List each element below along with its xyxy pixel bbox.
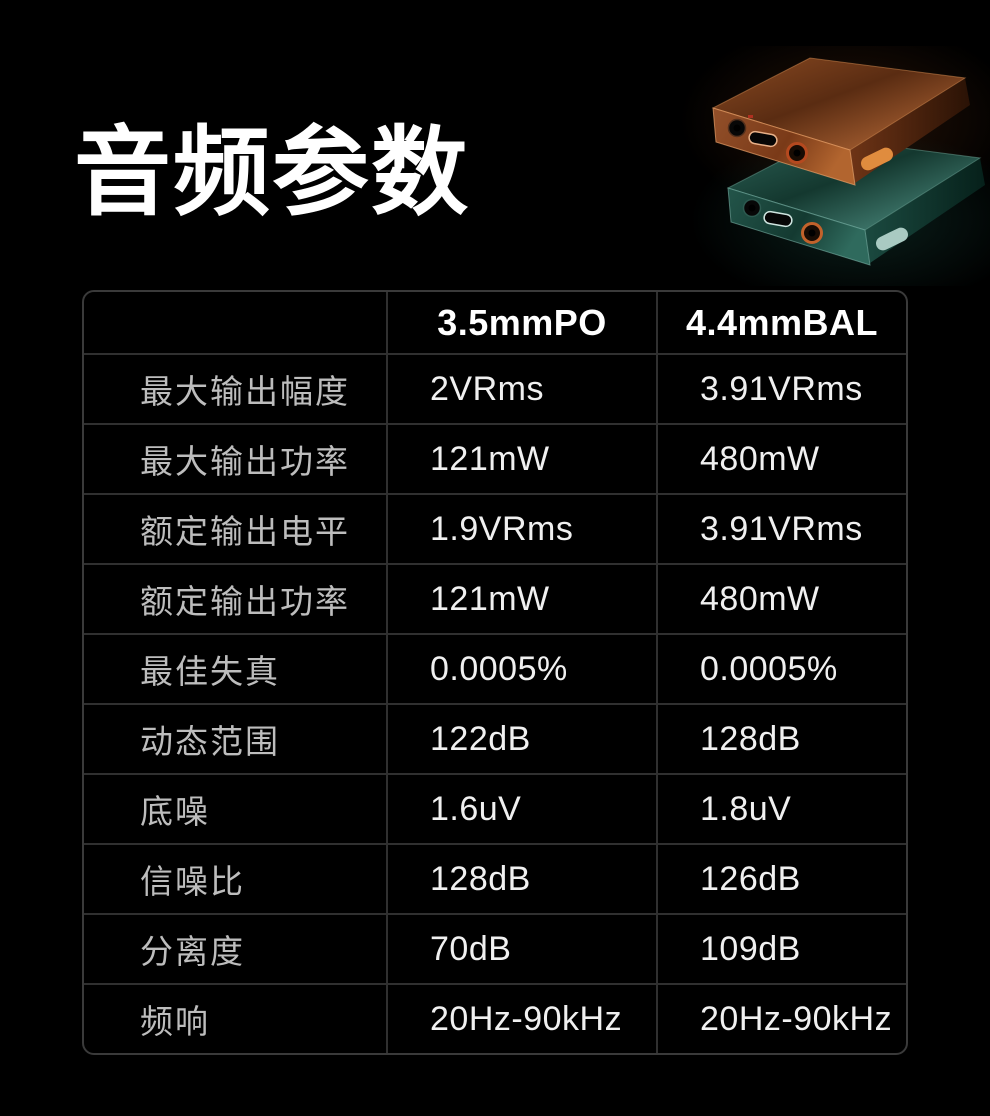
row-label: 底噪 [140,793,210,830]
green-device-front [727,187,871,266]
value-3-5mm-po: 121mW [386,565,656,633]
value-3-5mm-po: 121mW [386,425,656,493]
header-3-5mm-po: 3.5mmPO [386,292,656,353]
header-4-4mm-bal: 4.4mmBAL [656,292,906,353]
value-4-4mm-bal: 128dB [656,705,906,773]
copper-device [711,57,970,186]
copper-side-button [861,147,893,171]
table-row: 分离度 70dB 109dB [84,913,906,983]
row-label: 信噪比 [140,863,245,900]
value-4-4mm-bal: 126dB [656,845,906,913]
value-4-4mm-bal: 480mW [656,425,906,493]
table-body: 最大输出幅度 2VRms 3.91VRms 最大输出功率 121mW 480mW 额定输出电… [84,353,906,1053]
table-row: 额定输出电平 1.9VRms 3.91VRms [84,493,906,563]
value-4-4mm-bal: 0.0005% [656,635,906,703]
product-photo [648,20,990,310]
value-3-5mm-po: 2VRms [386,355,656,423]
table-row: 最大输出幅度 2VRms 3.91VRms [84,353,906,423]
stacked-dac-amps-image [680,20,990,310]
table-row: 频响 20Hz-90kHz 20Hz-90kHz [84,983,906,1053]
value-4-4mm-bal: 109dB [656,915,906,983]
copper-usb-c-port [748,130,778,148]
row-label: 分离度 [140,933,245,970]
value-3-5mm-po: 122dB [386,705,656,773]
green-side-button [876,227,908,251]
table-row: 最大输出功率 121mW 480mW [84,423,906,493]
value-4-4mm-bal: 3.91VRms [656,355,906,423]
row-label: 额定输出电平 [140,513,350,550]
value-3-5mm-po: 128dB [386,845,656,913]
copper-device-front [712,107,856,186]
row-label: 最大输出幅度 [140,373,350,410]
copper-3-5mm-jack-hole [733,124,741,132]
value-3-5mm-po: 70dB [386,915,656,983]
value-3-5mm-po: 20Hz-90kHz [386,985,656,1053]
table-row: 底噪 1.6uV 1.8uV [84,773,906,843]
row-label: 最大输出功率 [140,443,350,480]
row-label: 频响 [140,1003,210,1040]
table-row: 信噪比 128dB 126dB [84,843,906,913]
green-usb-c-port [763,210,793,228]
row-label: 额定输出功率 [140,583,350,620]
value-4-4mm-bal: 480mW [656,565,906,633]
table-header-row: 3.5mmPO 4.4mmBAL [84,292,906,353]
value-3-5mm-po: 1.6uV [386,775,656,843]
value-3-5mm-po: 1.9VRms [386,495,656,563]
header-empty-cell [84,292,386,353]
value-4-4mm-bal: 20Hz-90kHz [656,985,906,1053]
value-4-4mm-bal: 3.91VRms [656,495,906,563]
table-row: 最佳失真 0.0005% 0.0005% [84,633,906,703]
row-label: 最佳失真 [140,653,280,690]
spec-table: 3.5mmPO 4.4mmBAL 最大输出幅度 2VRms 3.91VRms 最大输出… [82,290,908,1055]
value-3-5mm-po: 0.0005% [386,635,656,703]
green-3-5mm-jack-hole [748,204,756,212]
copper-red-mark [748,115,753,118]
copper-4-4mm-jack-hole [793,149,801,157]
value-4-4mm-bal: 1.8uV [656,775,906,843]
table-row: 额定输出功率 121mW 480mW [84,563,906,633]
table-row: 动态范围 122dB 128dB [84,703,906,773]
row-label: 动态范围 [140,723,280,760]
page-title: 音频参数 [74,118,470,227]
green-4-4mm-jack-hole [808,229,816,237]
